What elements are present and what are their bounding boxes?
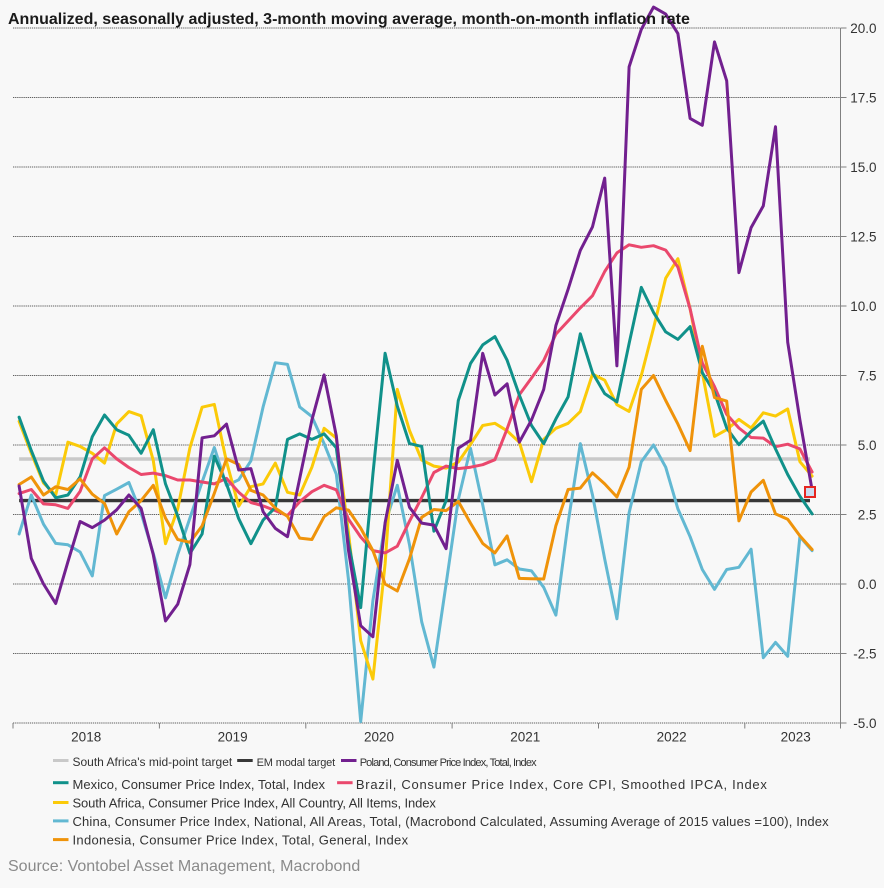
svg-text:-2.5: -2.5 (853, 646, 876, 661)
svg-text:Poland, Consumer Price Index,: Poland, Consumer Price Index, Total, Ind… (360, 757, 537, 769)
svg-text:Annualized, seasonally adjuste: Annualized, seasonally adjusted, 3-month… (8, 11, 690, 28)
svg-text:17.5: 17.5 (850, 90, 876, 105)
svg-text:15.0: 15.0 (850, 160, 876, 175)
svg-text:5.0: 5.0 (858, 438, 877, 453)
svg-text:China, Consumer Price Index, N: China, Consumer Price Index, National, A… (73, 814, 830, 829)
svg-text:Brazil, Consumer Price Index,: Brazil, Consumer Price Index, Core CPI, … (356, 777, 768, 792)
svg-text:7.5: 7.5 (858, 368, 877, 383)
svg-text:Mexico, Consumer Price Index,: Mexico, Consumer Price Index, Total, Ind… (73, 777, 326, 792)
svg-text:2020: 2020 (364, 730, 394, 745)
svg-text:Source: Vontobel Asset Managem: Source: Vontobel Asset Management, Macro… (8, 858, 360, 875)
svg-text:Indonesia, Consumer Price Inde: Indonesia, Consumer Price Index, Total, … (73, 833, 409, 848)
svg-text:20.0: 20.0 (850, 21, 876, 36)
svg-text:EM modal target: EM modal target (257, 757, 336, 769)
svg-text:2019: 2019 (218, 730, 248, 745)
svg-text:12.5: 12.5 (850, 229, 876, 244)
svg-text:2.5: 2.5 (858, 507, 877, 522)
svg-text:2018: 2018 (71, 730, 101, 745)
svg-text:2021: 2021 (510, 730, 540, 745)
svg-text:0.0: 0.0 (858, 577, 877, 592)
svg-text:10.0: 10.0 (850, 299, 876, 314)
svg-text:2022: 2022 (657, 730, 687, 745)
svg-text:South Africa's mid-point targe: South Africa's mid-point target (73, 755, 233, 769)
svg-text:South Africa, Consumer Price I: South Africa, Consumer Price Index, All … (73, 796, 437, 811)
svg-text:2023: 2023 (781, 730, 811, 745)
svg-text:-5.0: -5.0 (853, 716, 876, 731)
